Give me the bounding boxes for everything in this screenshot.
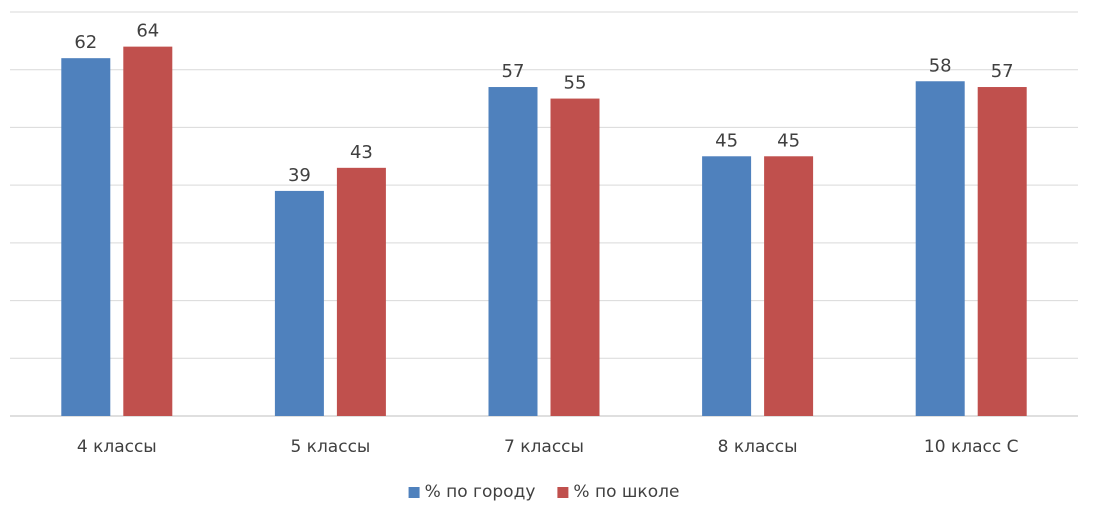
x-tick-label: 8 классы bbox=[718, 437, 798, 457]
bar bbox=[915, 81, 965, 416]
legend-item: % по школе bbox=[557, 482, 679, 502]
data-label: 57 bbox=[502, 61, 525, 82]
bar bbox=[123, 46, 173, 416]
bar bbox=[488, 87, 538, 417]
category-labels: 4 классы 5 классы 7 классы 8 классы 10 класс… bbox=[77, 437, 1019, 457]
legend: % по городу % по школе bbox=[408, 482, 679, 502]
bar bbox=[764, 156, 814, 417]
bar bbox=[550, 98, 600, 417]
data-label: 62 bbox=[74, 32, 97, 53]
data-labels: 62 64 39 43 57 55 45 45 58 57 bbox=[74, 21, 1013, 186]
bar bbox=[61, 58, 111, 417]
data-label: 43 bbox=[350, 142, 373, 163]
legend-label: % по городу bbox=[425, 482, 536, 502]
legend-label: % по школе bbox=[573, 482, 679, 502]
data-label: 57 bbox=[991, 61, 1014, 82]
x-tick-label: 4 классы bbox=[77, 437, 157, 457]
bars bbox=[61, 46, 1027, 417]
data-label: 64 bbox=[136, 21, 159, 42]
data-label: 39 bbox=[288, 165, 311, 186]
gridlines bbox=[10, 11, 1078, 417]
data-label: 45 bbox=[715, 130, 738, 151]
bar bbox=[977, 87, 1027, 417]
legend-swatch bbox=[408, 487, 420, 498]
data-label: 55 bbox=[564, 73, 587, 94]
x-tick-label: 5 классы bbox=[290, 437, 370, 457]
bar bbox=[336, 167, 386, 416]
x-tick-label: 7 классы bbox=[504, 437, 584, 457]
x-tick-label: 10 класс С bbox=[924, 437, 1019, 457]
legend-swatch bbox=[557, 487, 569, 498]
data-label: 45 bbox=[777, 130, 800, 151]
legend-item: % по городу bbox=[408, 482, 536, 502]
bar bbox=[274, 190, 324, 416]
bar bbox=[702, 156, 752, 417]
data-label: 58 bbox=[929, 55, 952, 76]
